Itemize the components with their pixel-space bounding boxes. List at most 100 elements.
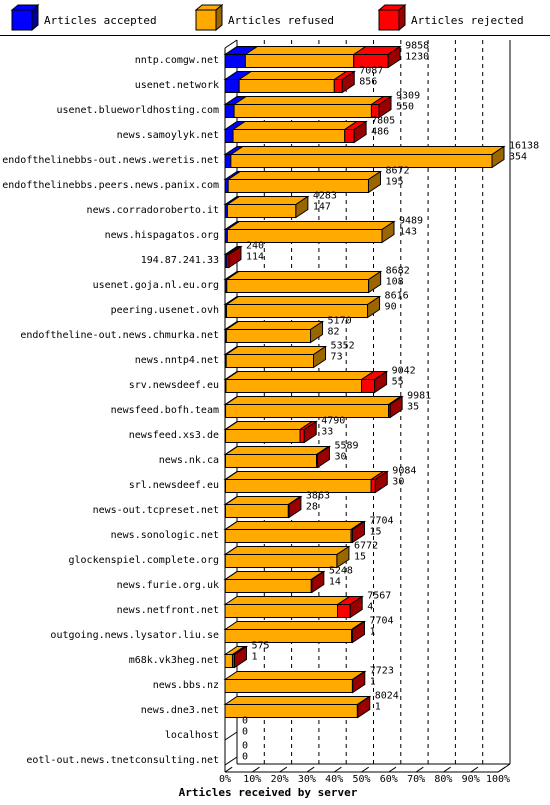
x-tick: [415, 766, 424, 773]
x-tick: [388, 766, 397, 773]
x-tick: [443, 766, 451, 773]
category-label: outgoing.news.lysator.liu.se: [50, 630, 219, 641]
legend: Articles accepted Articles refused Artic…: [10, 3, 524, 32]
legend-swatch-rejected: [378, 9, 400, 31]
bar-top-refused: [223, 671, 367, 680]
x-tick-label: 30%: [298, 774, 316, 785]
bar-segment-accepted: [224, 54, 246, 68]
total-label: 16138: [509, 141, 539, 152]
bar-segment-rejected: [333, 79, 343, 93]
category-label: usenet.network: [135, 80, 219, 91]
bar-top-refused: [225, 221, 396, 230]
bar-top-refused: [231, 121, 359, 130]
x-tick: [306, 766, 315, 773]
category-label: nntp.comgw.net: [135, 55, 219, 66]
total-label: 6772: [354, 541, 378, 552]
bar-side-refused: [367, 170, 381, 194]
x-tick-label: 10%: [243, 774, 261, 785]
bar-side-refused: [336, 545, 350, 569]
accepted-label: 1: [370, 677, 376, 688]
bar-side-rejected: [234, 645, 248, 669]
bar-side-refused: [368, 270, 382, 294]
total-label: 7704: [369, 616, 393, 627]
bar-top-refused: [223, 546, 351, 555]
bar-segment-refused: [233, 104, 372, 118]
total-label: 5170: [328, 316, 352, 327]
bar-top-refused: [224, 346, 328, 355]
x-tick-label: 90%: [462, 774, 480, 785]
total-label: 4790: [321, 416, 345, 427]
accepted-label: 354: [509, 152, 527, 163]
category-label: news.dne3.net: [141, 705, 219, 716]
bar-top-refused: [223, 521, 365, 530]
legend-label-accepted: Articles accepted: [44, 14, 157, 27]
bar-row: eotl-out.news.tnetconsulting.net 00: [26, 741, 248, 767]
category-label: srl.newsdeef.eu: [129, 480, 219, 491]
bar-row: endofthelinebbs-out.news.weretis.net 1613…: [2, 141, 539, 169]
accepted-label: 30: [334, 452, 346, 463]
total-label: 5589: [334, 441, 358, 452]
x-tick-label: 20%: [271, 774, 289, 785]
bar-side-refused: [313, 345, 327, 369]
bar-segment-refused: [244, 54, 355, 68]
bar-segment-rejected: [299, 429, 305, 443]
accepted-label: 486: [371, 127, 389, 138]
legend-swatch-accepted: [11, 9, 33, 31]
bar-top-refused: [223, 496, 302, 505]
accepted-label: 4: [367, 602, 373, 613]
category-label: news.hispagatos.org: [105, 230, 219, 241]
accepted-label: 143: [399, 227, 417, 238]
bar-side-rejected: [351, 520, 365, 544]
bar-segment-accepted: [224, 129, 234, 143]
legend-swatch-accepted-side: [31, 3, 39, 32]
bar-segment-accepted: [224, 154, 232, 168]
category-label: endofthelinebbs.peers.news.panix.com: [2, 180, 219, 191]
accepted-label: 856: [359, 77, 377, 88]
total-label: 5352: [331, 341, 355, 352]
x-tick-label: 0%: [219, 774, 231, 785]
total-label: 7805: [371, 116, 395, 127]
total-label: 9858: [405, 41, 429, 52]
category-label: news.nk.ca: [159, 455, 219, 466]
total-label: 8616: [385, 291, 409, 302]
category-label: 194.87.241.33: [141, 255, 219, 266]
accepted-label: 30: [392, 477, 404, 488]
accepted-label: 550: [396, 102, 414, 113]
category-label: peering.usenet.ovh: [111, 305, 219, 316]
bar-top-refused: [224, 321, 325, 330]
legend-swatch-refused-side: [215, 3, 223, 32]
bar-top-refused: [224, 296, 382, 305]
bar-top-refused: [223, 621, 366, 630]
legend-swatch-refused: [195, 9, 217, 31]
row-tick: [224, 756, 238, 766]
accepted-label: 195: [385, 177, 403, 188]
accepted-label: 14: [329, 577, 341, 588]
bar-top-refused: [223, 571, 325, 580]
bar-row: endofthelinebbs.peers.news.panix.com 8672…: [2, 166, 410, 194]
total-label: 7704: [369, 516, 393, 527]
legend-item-accepted: Articles accepted: [10, 3, 157, 32]
total-label: 8672: [385, 166, 409, 177]
category-label: m68k.vk3heg.net: [129, 655, 219, 666]
accepted-label: 147: [313, 202, 331, 213]
bar-row: localhost 00: [165, 716, 248, 742]
bar-side-rejected: [341, 70, 355, 94]
bar-top-refused: [237, 71, 348, 80]
legend-item-rejected: Articles rejected: [377, 3, 524, 32]
category-label: usenet.goja.nl.eu.org: [93, 280, 219, 291]
bar-top-refused: [232, 96, 386, 105]
x-tick: [279, 766, 288, 773]
x-tick-label: 100%: [486, 774, 510, 785]
category-label: news.sonologic.net: [111, 530, 219, 541]
total-label: 7567: [367, 591, 391, 602]
